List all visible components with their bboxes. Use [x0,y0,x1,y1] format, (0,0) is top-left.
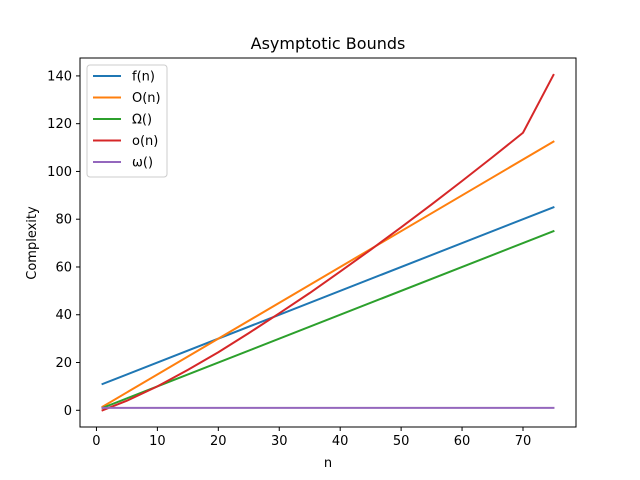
legend-label: o(n) [132,134,158,149]
series-line-0 [101,205,555,386]
legend-items: f(n) O(n) Ω() o(n) ω() [93,70,161,171]
x-tick-label: 60 [454,434,471,449]
x-tick-label: 30 [271,434,288,449]
legend-box [86,64,168,178]
y-tick-label: 100 [47,165,72,180]
x-axis-label: n [324,456,332,471]
y-axis: 0 20 40 60 80 100 120 140 [47,69,80,419]
legend: f(n) O(n) Ω() o(n) ω() [86,64,168,178]
x-axis: 0 10 20 30 40 50 60 70 [92,427,531,449]
x-tick-label: 70 [515,434,532,449]
y-tick-label: 80 [55,213,72,228]
y-tick-label: 120 [47,117,72,132]
series-line-2 [101,229,555,410]
y-tick-label: 60 [55,260,72,275]
plot-frame [79,57,577,428]
y-axis-label: Complexity [25,206,40,280]
y-tick-label: 0 [64,404,72,419]
legend-label: O(n) [132,91,161,106]
y-tick-label: 40 [55,308,72,323]
series-line-1 [101,140,555,409]
y-tick-label: 20 [55,356,72,371]
chart-title: Asymptotic Bounds [251,34,406,53]
y-tick-label: 140 [47,69,72,84]
x-tick-label: 40 [332,434,349,449]
legend-label: ω() [132,156,153,171]
x-tick-label: 10 [149,434,166,449]
x-tick-label: 20 [210,434,227,449]
series-line-3 [101,73,555,412]
x-tick-label: 50 [393,434,410,449]
x-tick-label: 0 [92,434,100,449]
series-layer [101,73,555,412]
legend-label: Ω() [132,113,152,128]
legend-label: f(n) [132,70,155,85]
